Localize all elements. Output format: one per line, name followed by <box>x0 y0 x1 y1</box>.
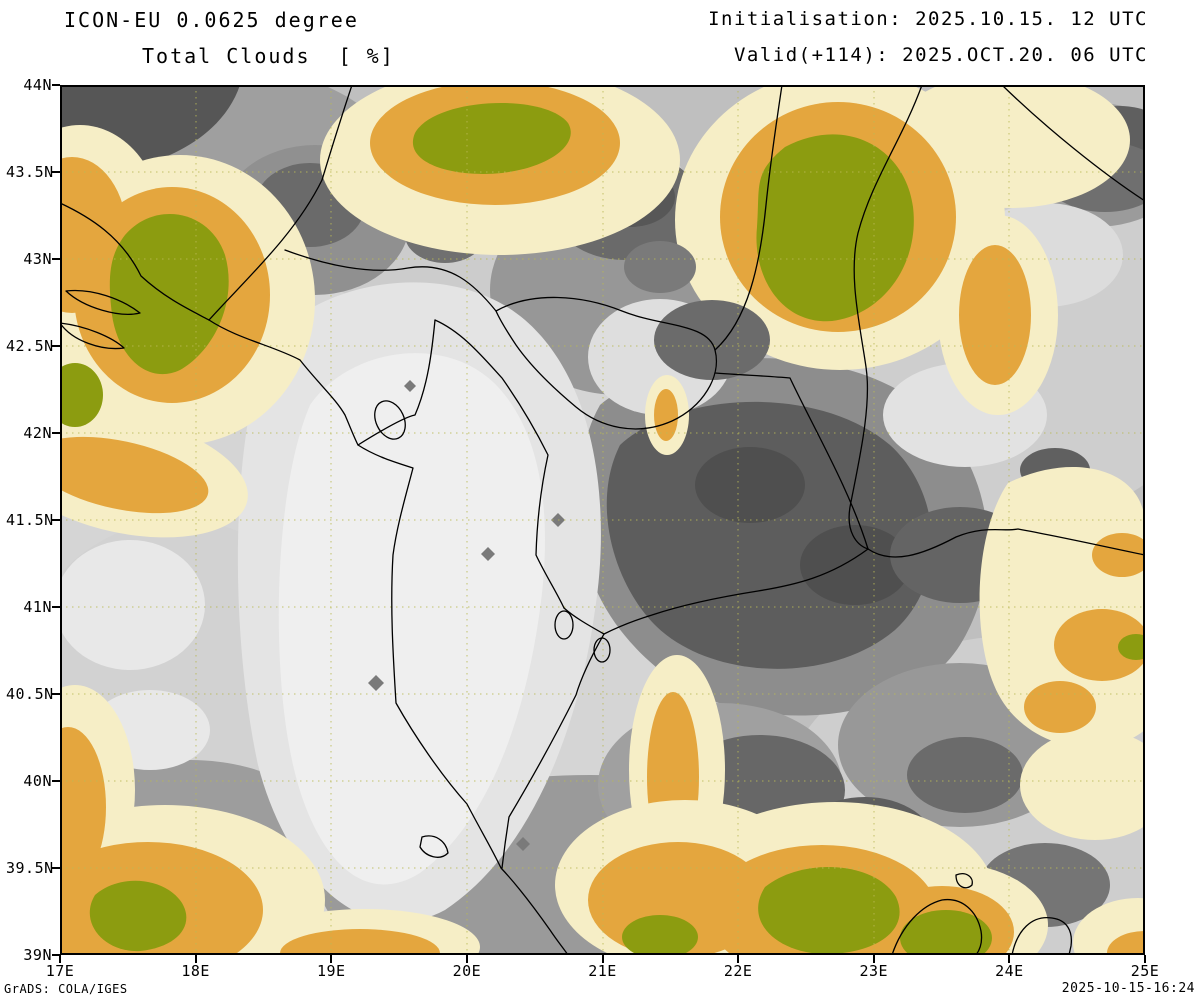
x-tick-mark <box>465 955 468 963</box>
y-tick-mark <box>52 867 60 869</box>
field-title: Total Clouds [ %] <box>142 44 395 68</box>
x-tick-mark <box>330 955 333 963</box>
y-tick-mark <box>52 519 60 521</box>
map-plot <box>60 85 1145 955</box>
y-tick-mark <box>52 606 60 608</box>
x-tick-label: 23E <box>859 962 889 980</box>
y-tick-mark <box>52 345 60 347</box>
y-tick-mark <box>52 954 60 956</box>
x-tick-label: 19E <box>316 962 346 980</box>
x-tick-label: 20E <box>452 962 482 980</box>
grid-lines <box>60 85 1145 955</box>
y-tick-label: 39.5N <box>6 859 54 877</box>
y-tick-label: 43.5N <box>6 163 54 181</box>
x-tick-mark <box>1144 955 1146 963</box>
y-tick-label: 41.5N <box>6 511 54 529</box>
y-tick-mark <box>52 84 60 86</box>
y-tick-label: 40N <box>23 772 52 790</box>
x-tick-mark <box>1008 955 1011 963</box>
y-tick-mark <box>52 258 60 260</box>
x-tick-label: 22E <box>723 962 753 980</box>
init-label: Initialisation: 2025.10.15. 12 UTC <box>708 8 1148 30</box>
x-tick-mark <box>872 955 875 963</box>
x-tick-mark <box>601 955 604 963</box>
y-tick-mark <box>52 432 60 434</box>
y-tick-label: 44N <box>23 76 52 94</box>
x-tick-label: 17E <box>45 962 75 980</box>
y-tick-label: 43N <box>23 250 52 268</box>
cloud-shading-layer <box>60 85 1145 955</box>
y-tick-mark <box>52 171 60 173</box>
x-tick-mark <box>194 955 197 963</box>
map-frame <box>60 85 1145 955</box>
map-canvas <box>60 85 1145 955</box>
y-tick-label: 42.5N <box>6 337 54 355</box>
country-borders <box>60 85 1145 955</box>
y-tick-mark <box>52 780 60 782</box>
y-tick-label: 40.5N <box>6 685 54 703</box>
y-tick-label: 41N <box>23 598 52 616</box>
creation-time: 2025-10-15-16:24 <box>1061 981 1195 996</box>
x-tick-label: 25E <box>1130 962 1160 980</box>
x-tick-label: 18E <box>181 962 210 980</box>
x-tick-label: 24E <box>995 962 1024 980</box>
grads-credit: GrADS: COLA/IGES <box>4 982 128 996</box>
x-tick-mark <box>737 955 740 963</box>
y-tick-mark <box>52 693 60 695</box>
model-title: ICON-EU 0.0625 degree <box>64 8 359 32</box>
y-tick-label: 42N <box>23 424 52 442</box>
x-tick-label: 21E <box>588 962 617 980</box>
x-tick-mark <box>59 955 61 963</box>
valid-label: Valid(+114): 2025.OCT.20. 06 UTC <box>733 44 1148 66</box>
y-tick-label: 39N <box>23 946 52 964</box>
